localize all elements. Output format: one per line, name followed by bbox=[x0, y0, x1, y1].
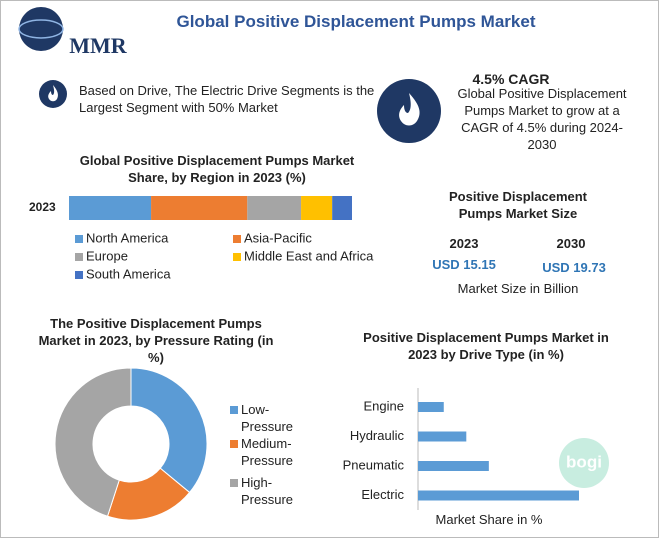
donut-segment bbox=[54, 367, 132, 517]
bar-segment bbox=[69, 196, 152, 220]
bar bbox=[418, 490, 579, 501]
page-title: Global Positive Displacement Pumps Marke… bbox=[176, 12, 536, 31]
legend-label: North America bbox=[86, 230, 169, 245]
legend-label: Asia-Pacific bbox=[244, 230, 312, 245]
logo-text: MMR bbox=[69, 33, 128, 58]
x-axis-label: Market Share in % bbox=[435, 512, 543, 527]
bar-segment bbox=[151, 196, 248, 220]
legend-swatch bbox=[75, 271, 83, 279]
chart-title: Positive Displacement Pumps Market in 20… bbox=[363, 330, 609, 362]
legend-label: Europe bbox=[86, 248, 128, 263]
logo-globe bbox=[19, 7, 63, 51]
year: 2023 bbox=[449, 236, 479, 251]
bar bbox=[418, 461, 489, 471]
flame-icon bbox=[399, 93, 420, 126]
highlight-text: Based on Drive, The Electric Drive Segme… bbox=[79, 83, 375, 115]
market-value: USD 15.15 bbox=[432, 257, 496, 272]
legend-swatch bbox=[233, 253, 241, 261]
chart-title: Global Positive Displacement Pumps Marke… bbox=[79, 153, 355, 185]
legend-label: High-Pressure bbox=[241, 475, 294, 507]
y-tick-label: Electric bbox=[361, 487, 404, 502]
chart-title: The Positive Displacement Pumps Market i… bbox=[38, 316, 274, 365]
bar bbox=[418, 431, 467, 442]
legend-swatch bbox=[230, 479, 238, 487]
year: 2030 bbox=[556, 236, 586, 251]
legend-label: Medium-Pressure bbox=[241, 436, 294, 468]
market-value: USD 19.73 bbox=[542, 260, 606, 275]
legend-swatch bbox=[75, 253, 83, 261]
legend-swatch bbox=[230, 406, 238, 414]
market-size-note: Market Size in Billion bbox=[457, 281, 579, 296]
legend-swatch bbox=[75, 235, 83, 243]
logo-orbit bbox=[18, 19, 64, 39]
legend-label: Middle East and Africa bbox=[244, 248, 374, 263]
bar-segment bbox=[332, 196, 352, 220]
y-tick-label: Pneumatic bbox=[343, 457, 405, 472]
legend-label: Low-Pressure bbox=[241, 402, 294, 434]
cagr-icon bbox=[377, 79, 441, 143]
y-tick-label: 2023 bbox=[29, 200, 56, 214]
cagr-title: 4.5% CAGR bbox=[472, 71, 550, 87]
watermark-badge bbox=[559, 438, 609, 488]
donut-segment bbox=[130, 367, 208, 494]
cagr-text: Global Positive Displacement Pumps Marke… bbox=[457, 86, 627, 152]
legend-swatch bbox=[233, 235, 241, 243]
flame-icon bbox=[48, 85, 58, 102]
bar-segment bbox=[301, 196, 333, 220]
market-size-title: Positive Displacement Pumps Market Size bbox=[449, 189, 587, 221]
legend-swatch bbox=[230, 440, 238, 448]
watermark: bogi bbox=[566, 452, 602, 471]
y-tick-label: Hydraulic bbox=[350, 428, 405, 443]
bar bbox=[418, 402, 444, 412]
legend-label: South America bbox=[86, 266, 171, 281]
drive-icon bbox=[39, 80, 67, 108]
y-tick-label: Engine bbox=[364, 398, 404, 413]
bar-segment bbox=[247, 196, 302, 220]
